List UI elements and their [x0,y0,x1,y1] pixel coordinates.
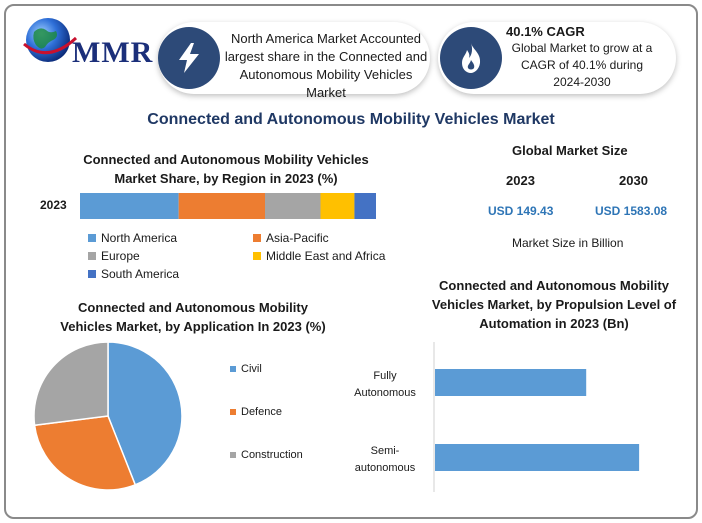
logo-text: MMR [72,36,154,69]
header-region-text: North America Market Accounted largest s… [224,31,428,100]
pie-slice-construction [33,341,109,427]
main-title: Connected and Autonomous Mobility Vehicl… [147,111,555,128]
market-size-year-2030: 2030 [619,173,648,188]
legend-label: North America [101,231,178,245]
application-pie-chart [33,341,183,491]
legend-swatch [88,270,96,278]
legend-label: South America [101,267,180,281]
legend-swatch [88,252,96,260]
legend-item-defence: Defence [230,406,282,418]
lightning-icon [158,27,220,89]
legend-item-civil: Civil [230,363,262,375]
legend-item-middle-east-africa: Middle East and Africa [253,249,385,263]
legend-swatch [253,234,261,242]
legend-item-north-america: North America [88,231,177,245]
pie-slice-civil [107,341,183,486]
region-bar-segment [320,193,355,219]
legend-item-construction: Construction [230,449,303,461]
market-size-year-2023: 2023 [506,173,535,188]
region-bar-category-label: 2023 [40,198,67,212]
region-bar-segment [265,193,321,219]
market-size-value-2023: USD 149.43 [488,204,554,218]
legend-label: Europe [101,249,140,263]
propulsion-label-semi: Semi-autonomous [354,445,416,474]
cagr-title: 40.1% CAGR [506,24,585,39]
legend-label: Asia-Pacific [266,231,329,245]
market-size-value-2030: USD 1583.08 [595,204,668,218]
region-chart-title: Connected and Autonomous Mobility Vehicl… [83,152,369,186]
legend-label: Civil [241,363,262,375]
legend-label: Middle East and Africa [266,249,386,263]
globe-icon [23,18,78,62]
legend-label: Construction [241,449,303,461]
legend-label: Defence [241,406,282,418]
market-size-note: Market Size in Billion [512,236,624,250]
logo: MMR [22,14,152,74]
market-size-title: Global Market Size [512,143,628,158]
legend-swatch [230,409,236,415]
legend-item-south-america: South America [88,267,179,281]
flame-icon [440,27,502,89]
legend-swatch [253,252,261,260]
legend-swatch [88,234,96,242]
region-bar-segment [354,193,376,219]
region-bar-segment [178,193,265,219]
legend-swatch [230,366,236,372]
propulsion-bar [435,369,587,396]
pie-slice-defence [33,415,137,491]
propulsion-chart-title: Connected and Autonomous Mobility Vehicl… [431,278,677,331]
propulsion-bar [435,444,640,471]
cagr-text: Global Market to grow at a CAGR of 40.1%… [511,41,653,89]
legend-item-europe: Europe [88,249,140,263]
region-stacked-bar-chart [80,193,376,219]
application-chart-title: Connected and Autonomous Mobility Vehicl… [60,300,326,334]
propulsion-bar-chart [433,342,640,492]
legend-item-asia-pacific: Asia-Pacific [253,231,329,245]
propulsion-label-fully: Fully Autonomous [354,370,416,399]
region-bar-segment [80,193,179,219]
legend-swatch [230,452,236,458]
